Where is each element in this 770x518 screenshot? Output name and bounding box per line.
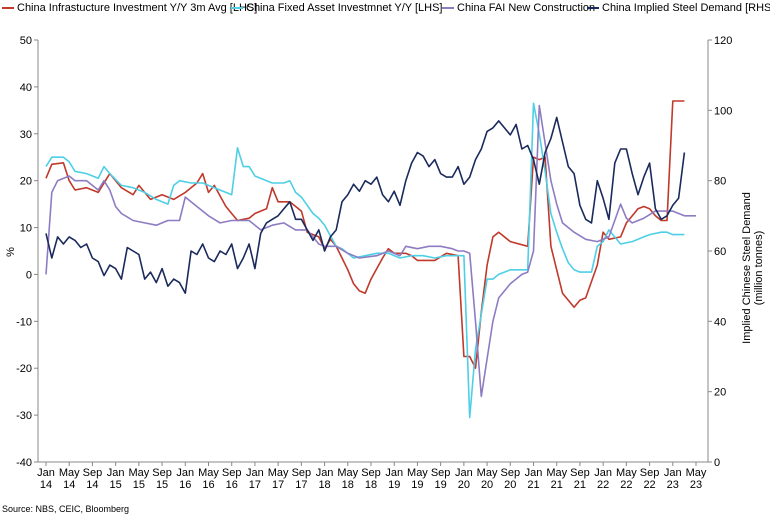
x-tick-label-month: May [128, 467, 149, 479]
x-tick-label-year: 19 [411, 479, 423, 491]
x-tick-label-year: 14 [63, 479, 75, 491]
left-tick-label: -10 [16, 316, 32, 328]
series-line-0 [45, 100, 685, 369]
x-tick-label-month: Jan [37, 467, 55, 479]
x-tick-label-month: Sep [83, 467, 103, 479]
x-tick-label-year: 22 [597, 479, 609, 491]
right-tick-label: 60 [714, 246, 726, 258]
x-tick-label-month: May [686, 467, 707, 479]
left-tick-label: 10 [20, 223, 32, 235]
legend-item-infrastructure: China Infrastucture Investment Y/Y 3m Av… [2, 2, 257, 14]
x-tick-label-month: Jan [594, 467, 612, 479]
left-tick-label: 0 [26, 269, 32, 281]
x-tick-label-year: 17 [295, 479, 307, 491]
source-note: Source: NBS, CEIC, Bloomberg [2, 504, 130, 514]
x-tick-label-year: 17 [249, 479, 261, 491]
left-tick-label: -40 [16, 457, 32, 469]
left-tick-label: 20 [20, 176, 32, 188]
legend-label-fai: China Fixed Asset Investmnet Y/Y [LHS] [246, 2, 443, 14]
x-tick-label-month: Sep [431, 467, 451, 479]
x-tick-label-month: Sep [640, 467, 660, 479]
x-tick-label-year: 15 [133, 479, 145, 491]
right-axis-label-line1: Implied Chinese Steel Demand [741, 192, 753, 344]
legend-label-infrastructure: China Infrastucture Investment Y/Y 3m Av… [17, 2, 258, 14]
left-axis-label: % [5, 247, 17, 257]
x-tick-label-year: 21 [574, 479, 586, 491]
x-tick-label-year: 21 [527, 479, 539, 491]
series-line-1 [45, 102, 685, 419]
x-tick-label-year: 22 [620, 479, 632, 491]
legend-swatch-steel-demand [587, 7, 599, 9]
x-tick-label-year: 18 [342, 479, 354, 491]
x-tick-label-year: 21 [551, 479, 563, 491]
x-tick-label-month: Sep [361, 467, 381, 479]
left-tick-label: 50 [20, 35, 32, 47]
x-tick-label-month: Jan [385, 467, 403, 479]
x-tick-label-year: 18 [318, 479, 330, 491]
legend-swatch-infrastructure [2, 7, 14, 9]
x-tick-label-year: 18 [365, 479, 377, 491]
right-tick-label: 80 [714, 176, 726, 188]
x-tick-label-year: 16 [226, 479, 238, 491]
right-axis-label-line2: (million tonnes) [753, 231, 765, 306]
x-tick-label-month: Jan [525, 467, 543, 479]
x-tick-label-month: May [337, 467, 358, 479]
x-tick-label-year: 19 [388, 479, 400, 491]
left-tick-label: 30 [20, 129, 32, 141]
x-tick-label-year: 17 [272, 479, 284, 491]
x-tick-label-month: Sep [570, 467, 590, 479]
legend-label-steel-demand: China Implied Steel Demand [RHS] [602, 2, 770, 14]
legend-item-steel-demand: China Implied Steel Demand [RHS] [587, 2, 770, 14]
x-tick-label-year: 14 [86, 479, 98, 491]
right-tick-label: 100 [714, 105, 732, 117]
x-tick-label-month: Sep [222, 467, 242, 479]
x-tick-label-year: 15 [156, 479, 168, 491]
x-tick-label-month: May [477, 467, 498, 479]
legend-swatch-new-construction [442, 7, 454, 9]
x-tick-label-year: 15 [110, 479, 122, 491]
legend-swatch-fai [231, 7, 243, 9]
x-tick-label-month: May [616, 467, 637, 479]
x-tick-label-month: May [407, 467, 428, 479]
x-tick-label-month: May [198, 467, 219, 479]
x-tick-label-month: Jan [246, 467, 264, 479]
legend-item-fai: China Fixed Asset Investmnet Y/Y [LHS] [231, 2, 442, 14]
chart-legend: China Infrastucture Investment Y/Y 3m Av… [0, 2, 770, 18]
x-tick-label-month: Jan [176, 467, 194, 479]
left-tick-label: 40 [20, 82, 32, 94]
x-tick-label-year: 23 [690, 479, 702, 491]
x-tick-label-year: 22 [643, 479, 655, 491]
x-tick-label-year: 16 [179, 479, 191, 491]
x-tick-label-month: Sep [500, 467, 520, 479]
x-tick-label-year: 20 [504, 479, 516, 491]
series-line-2 [45, 104, 696, 398]
x-tick-label-month: May [59, 467, 80, 479]
x-tick-label-year: 16 [202, 479, 214, 491]
right-tick-label: 20 [714, 387, 726, 399]
x-tick-label-year: 14 [40, 479, 52, 491]
legend-label-new-construction: China FAI New Construction [457, 2, 596, 14]
x-tick-label-month: Jan [455, 467, 473, 479]
chart-series [45, 100, 696, 419]
x-tick-label-year: 23 [667, 479, 679, 491]
left-tick-label: -30 [16, 410, 32, 422]
x-tick-label-month: May [546, 467, 567, 479]
legend-item-new-construction: China FAI New Construction [442, 2, 595, 14]
x-tick-label-year: 20 [481, 479, 493, 491]
x-tick-label-month: May [268, 467, 289, 479]
x-tick-label-month: Jan [316, 467, 334, 479]
x-tick-label-month: Jan [664, 467, 682, 479]
left-tick-label: -20 [16, 363, 32, 375]
x-tick-label-month: Sep [292, 467, 312, 479]
x-tick-label-month: Jan [107, 467, 125, 479]
right-tick-label: 120 [714, 35, 732, 47]
x-tick-label-year: 19 [435, 479, 447, 491]
x-tick-label-month: Sep [152, 467, 172, 479]
right-tick-label: 40 [714, 316, 726, 328]
chart-axes: -40 -30 -20 -10 0 10 20 30 40 50 0 20 40 60 80 100 120 Ja… [16, 35, 732, 491]
series-line-3 [45, 116, 686, 294]
right-tick-label: 0 [714, 457, 720, 469]
x-tick-label-year: 20 [458, 479, 470, 491]
